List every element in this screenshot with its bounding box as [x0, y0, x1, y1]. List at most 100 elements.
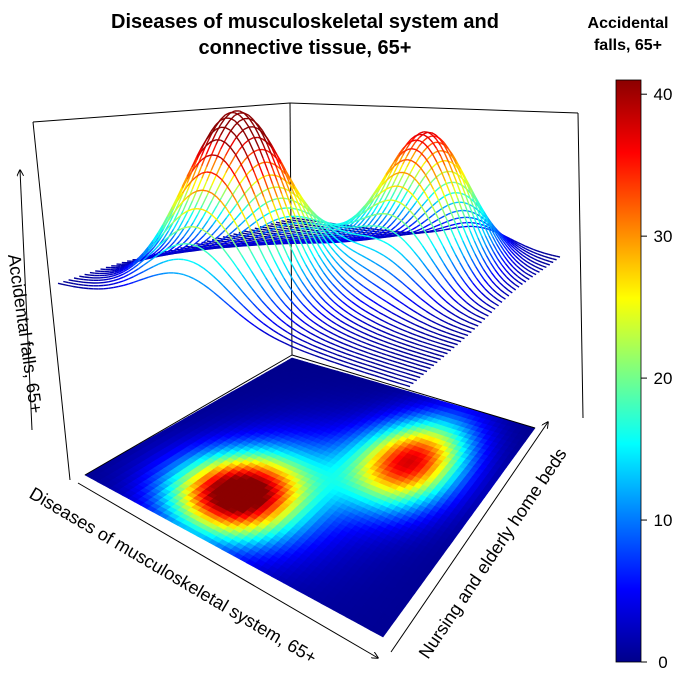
surface-segment	[395, 206, 399, 212]
surface-segment	[545, 257, 549, 258]
surface-segment	[539, 268, 543, 270]
surface-segment	[494, 297, 498, 300]
surface-segment	[377, 286, 382, 289]
surface-segment	[329, 288, 334, 293]
surface-segment	[319, 276, 324, 283]
surface-segment	[356, 305, 361, 308]
surface-segment	[344, 310, 349, 313]
surface-segment	[404, 335, 409, 337]
surface-segment	[418, 340, 423, 342]
surface-segment	[264, 197, 269, 210]
surface-segment	[331, 314, 336, 318]
surface-segment	[450, 295, 454, 299]
surface-segment	[347, 298, 352, 302]
surface-segment	[232, 228, 236, 232]
surface-segment	[423, 342, 428, 344]
surface-segment	[469, 323, 474, 325]
surface-segment	[519, 256, 523, 259]
surface-segment	[355, 289, 360, 293]
surface-segment	[539, 264, 543, 266]
surface-segment	[445, 291, 450, 296]
surface-segment	[404, 352, 409, 354]
surface-segment	[218, 233, 222, 237]
surface-segment	[327, 318, 332, 321]
surface-segment	[416, 348, 421, 350]
surface-segment	[336, 271, 341, 276]
surface-segment	[297, 274, 302, 282]
surface-segment	[513, 267, 517, 271]
surface-segment	[391, 305, 396, 308]
surface-segment	[344, 253, 349, 257]
surface-segment	[456, 270, 460, 277]
surface-segment	[383, 307, 388, 310]
surface-segment	[411, 278, 416, 282]
surface-segment	[473, 283, 477, 288]
surface-segment	[444, 322, 449, 324]
surface-segment	[269, 250, 274, 260]
surface-segment	[316, 291, 321, 297]
surface-segment	[510, 269, 514, 273]
surface-segment	[443, 246, 447, 254]
surface-segment	[412, 351, 417, 353]
surface-segment	[412, 149, 416, 150]
surface-segment	[468, 264, 472, 271]
surface-segment	[415, 360, 420, 362]
surface-segment	[495, 278, 499, 283]
surface-segment	[460, 337, 465, 338]
surface-segment	[381, 331, 386, 333]
surface-segment	[346, 281, 351, 285]
surface-segment	[250, 223, 254, 226]
surface-segment	[323, 322, 328, 325]
surface-segment	[225, 132, 230, 140]
surface-segment	[297, 260, 302, 269]
surface-segment	[244, 133, 249, 142]
surface-segment	[452, 211, 456, 212]
surface-segment	[394, 326, 399, 328]
surface-segment	[519, 252, 523, 255]
surface-segment	[448, 220, 452, 221]
surface-segment	[382, 207, 386, 214]
surface-segment	[169, 236, 174, 242]
surface-segment	[327, 325, 332, 328]
surface-segment	[494, 252, 498, 259]
surface-segment	[410, 342, 415, 344]
surface-segment	[406, 345, 411, 347]
surface-segment	[413, 195, 417, 200]
surface-segment	[522, 279, 526, 282]
surface-segment	[362, 315, 367, 318]
surface-segment	[340, 314, 345, 317]
surface-segment	[363, 266, 368, 269]
surface-segment	[385, 281, 390, 284]
surface-segment	[184, 238, 189, 243]
surface-segment	[423, 138, 427, 141]
surface-segment	[450, 210, 454, 221]
surface-segment	[416, 209, 420, 214]
surface-segment	[283, 245, 288, 256]
surface-segment	[452, 262, 456, 269]
surface-segment	[545, 253, 549, 254]
surface-segment	[359, 325, 364, 327]
surface-segment	[342, 294, 347, 298]
surface-segment	[264, 214, 268, 217]
surface-segment	[423, 147, 427, 152]
surface-segment	[426, 234, 430, 241]
surface-segment	[301, 255, 306, 264]
surface-segment	[254, 165, 259, 168]
surface-segment	[340, 258, 345, 262]
surface-segment	[379, 226, 383, 227]
surface-segment	[466, 293, 470, 297]
surface-segment	[372, 327, 377, 329]
surface-segment	[449, 284, 453, 289]
surface-segment	[451, 228, 455, 238]
surface-segment	[221, 179, 226, 185]
surface-segment	[207, 200, 212, 209]
surface-segment	[375, 251, 380, 253]
surface-segment	[398, 279, 403, 283]
surface-segment	[463, 256, 467, 264]
surface-segment	[262, 244, 266, 245]
surface-segment	[360, 301, 365, 304]
surface-segment	[414, 234, 418, 240]
surface-segment	[438, 351, 443, 352]
surface-segment	[432, 178, 436, 182]
surface-segment	[380, 266, 385, 269]
